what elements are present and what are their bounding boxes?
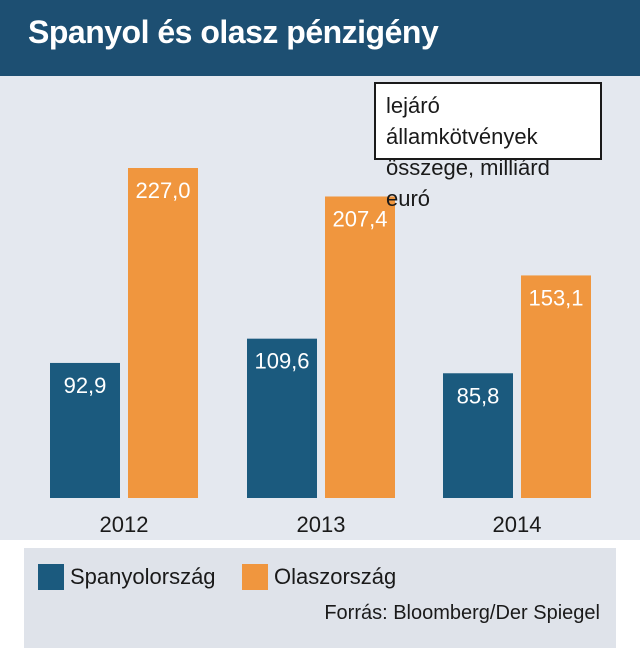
bar-italy-2013: [325, 196, 395, 498]
legend-label-spain: Spanyolország: [70, 564, 216, 589]
data-label-italy-2012: 227,0: [135, 178, 190, 203]
legend-label-italy: Olaszország: [274, 564, 397, 589]
x-tick-label-2014: 2014: [493, 512, 542, 537]
source-note: Forrás: Bloomberg/Der Spiegel: [324, 602, 600, 624]
bar-spain-2013: [247, 338, 317, 498]
legend-item-italy: Olaszország: [242, 562, 396, 592]
data-label-spain-2014: 85,8: [457, 383, 500, 408]
data-label-italy-2013: 207,4: [332, 206, 387, 231]
data-label-italy-2014: 153,1: [528, 285, 583, 310]
data-label-spain-2012: 92,9: [64, 373, 107, 398]
legend-swatch-spain: [38, 564, 64, 590]
bar-italy-2014: [521, 275, 591, 498]
bar-spain-2014: [443, 373, 513, 498]
title-bar: Spanyol és olasz pénzigény: [0, 0, 640, 76]
x-tick-label-2013: 2013: [297, 512, 346, 537]
data-label-spain-2013: 109,6: [254, 349, 309, 374]
bar-chart: 92,9 227,0 2012 109,6 207,4 2013 85,8 153,1 2014: [50, 168, 591, 537]
legend-item-spain: Spanyolország: [38, 562, 216, 592]
unit-note-box: lejáró államkötvények összege, milliárd …: [374, 82, 602, 211]
x-tick-label-2012: 2012: [100, 512, 149, 537]
legend-swatch-italy: [242, 564, 268, 590]
legend: Spanyolország Olaszország Forrás: Bloomb…: [24, 548, 616, 648]
unit-note: lejáró államkötvények összege, milliárd …: [386, 93, 550, 211]
page-title: Spanyol és olasz pénzigény: [28, 14, 439, 50]
bar-spain-2012: [50, 362, 120, 498]
bar-italy-2012: [128, 168, 198, 498]
